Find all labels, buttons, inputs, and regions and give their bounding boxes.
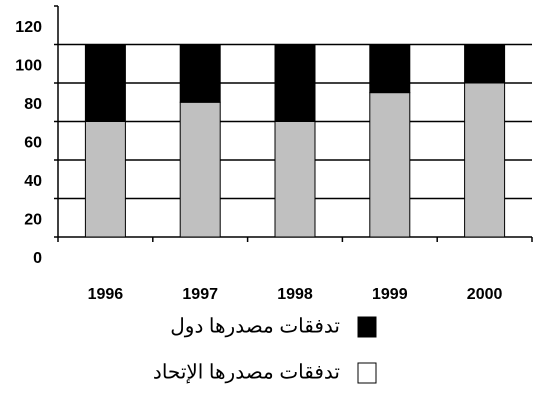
legend-swatch: [357, 316, 377, 338]
legend-label: تدفقات مصدرها دول: [170, 315, 340, 337]
y-tick-label: 60: [24, 135, 42, 152]
y-tick-label: 80: [24, 96, 42, 113]
x-tick-label: 2000: [467, 286, 503, 303]
y-tick-label: 20: [24, 212, 42, 229]
x-tick-label: 1999: [372, 286, 408, 303]
y-tick-label: 100: [15, 58, 42, 75]
x-tick-label: 1998: [277, 286, 313, 303]
y-tick-label: 120: [15, 19, 42, 36]
legend-label: تدفقات مصدرها الإتحاد: [153, 361, 340, 384]
bar-segment: [464, 44, 506, 84]
bar-segment: [369, 92, 411, 238]
bar-segment: [179, 44, 221, 103]
bar-segment: [274, 44, 316, 122]
bar-segment: [179, 101, 221, 238]
bar-segment: [464, 82, 506, 238]
bar-segment: [274, 121, 316, 238]
x-tick-label: 1996: [88, 286, 124, 303]
x-tick-label: 1997: [182, 286, 218, 303]
bar-segment: [84, 44, 126, 122]
y-tick-label: 0: [33, 250, 42, 267]
y-tick-label: 40: [24, 173, 42, 190]
bar-segment: [369, 44, 411, 94]
legend-swatch: [357, 362, 377, 384]
bar-segment: [84, 121, 126, 238]
